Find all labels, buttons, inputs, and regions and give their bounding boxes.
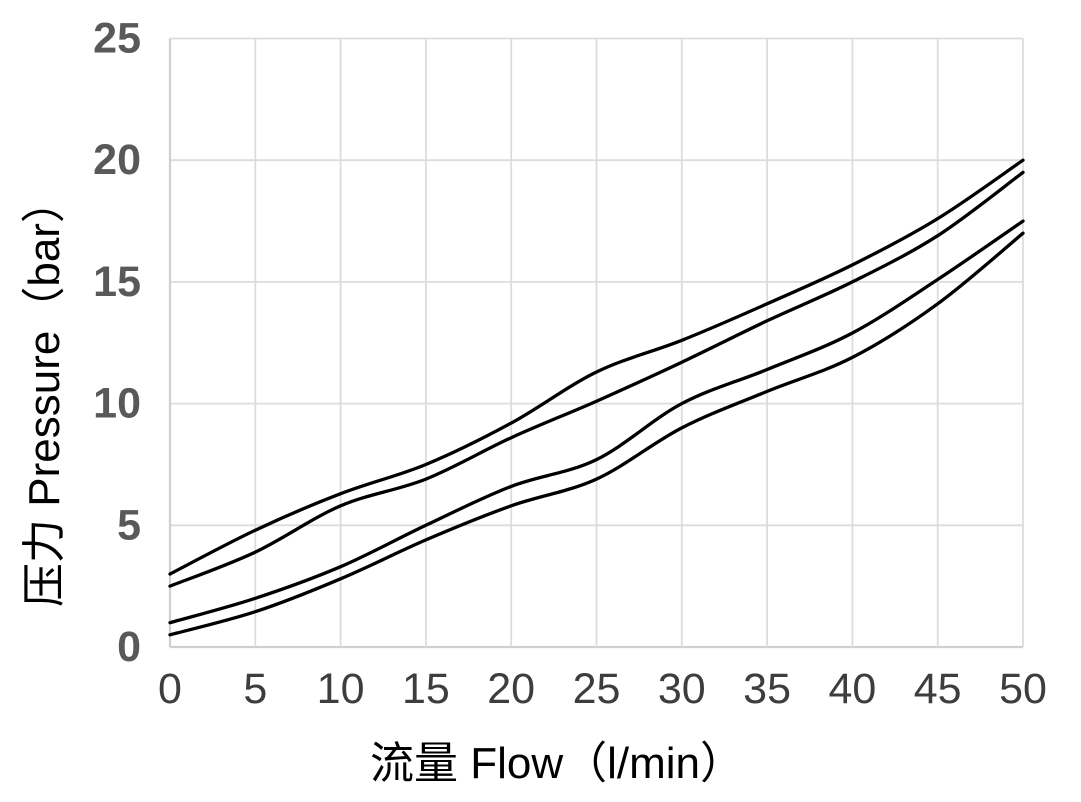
y-tick-label-25: 25: [93, 15, 141, 63]
x-tick-label-45: 45: [914, 665, 962, 713]
series-upper-curve-2: [168, 170, 1025, 588]
y-tick-label-0: 0: [117, 623, 141, 671]
x-tick-label-50: 50: [999, 665, 1047, 713]
x-tick-label-10: 10: [317, 665, 365, 713]
series-lower-curve-2: [168, 231, 1025, 637]
x-tick-label-40: 40: [828, 665, 876, 713]
x-axis-title: 流量 Flow（l/min）: [369, 739, 745, 788]
x-tick-label-0: 0: [158, 665, 182, 713]
series-upper-curve-1: [168, 158, 1025, 576]
series-lower-curve-1: [168, 219, 1025, 625]
y-tick-label-20: 20: [93, 136, 141, 184]
x-tick-label-15: 15: [402, 665, 450, 713]
x-tick-label-25: 25: [573, 665, 621, 713]
y-tick-label-15: 15: [93, 258, 141, 306]
y-axis-title: 压力 Pressure（bar）: [20, 179, 69, 607]
y-tick-label-5: 5: [117, 501, 141, 549]
x-tick-label-35: 35: [743, 665, 791, 713]
x-tick-label-20: 20: [487, 665, 535, 713]
x-tick-label-5: 5: [243, 665, 267, 713]
y-tick-label-10: 10: [93, 380, 141, 428]
x-tick-label-30: 30: [658, 665, 706, 713]
